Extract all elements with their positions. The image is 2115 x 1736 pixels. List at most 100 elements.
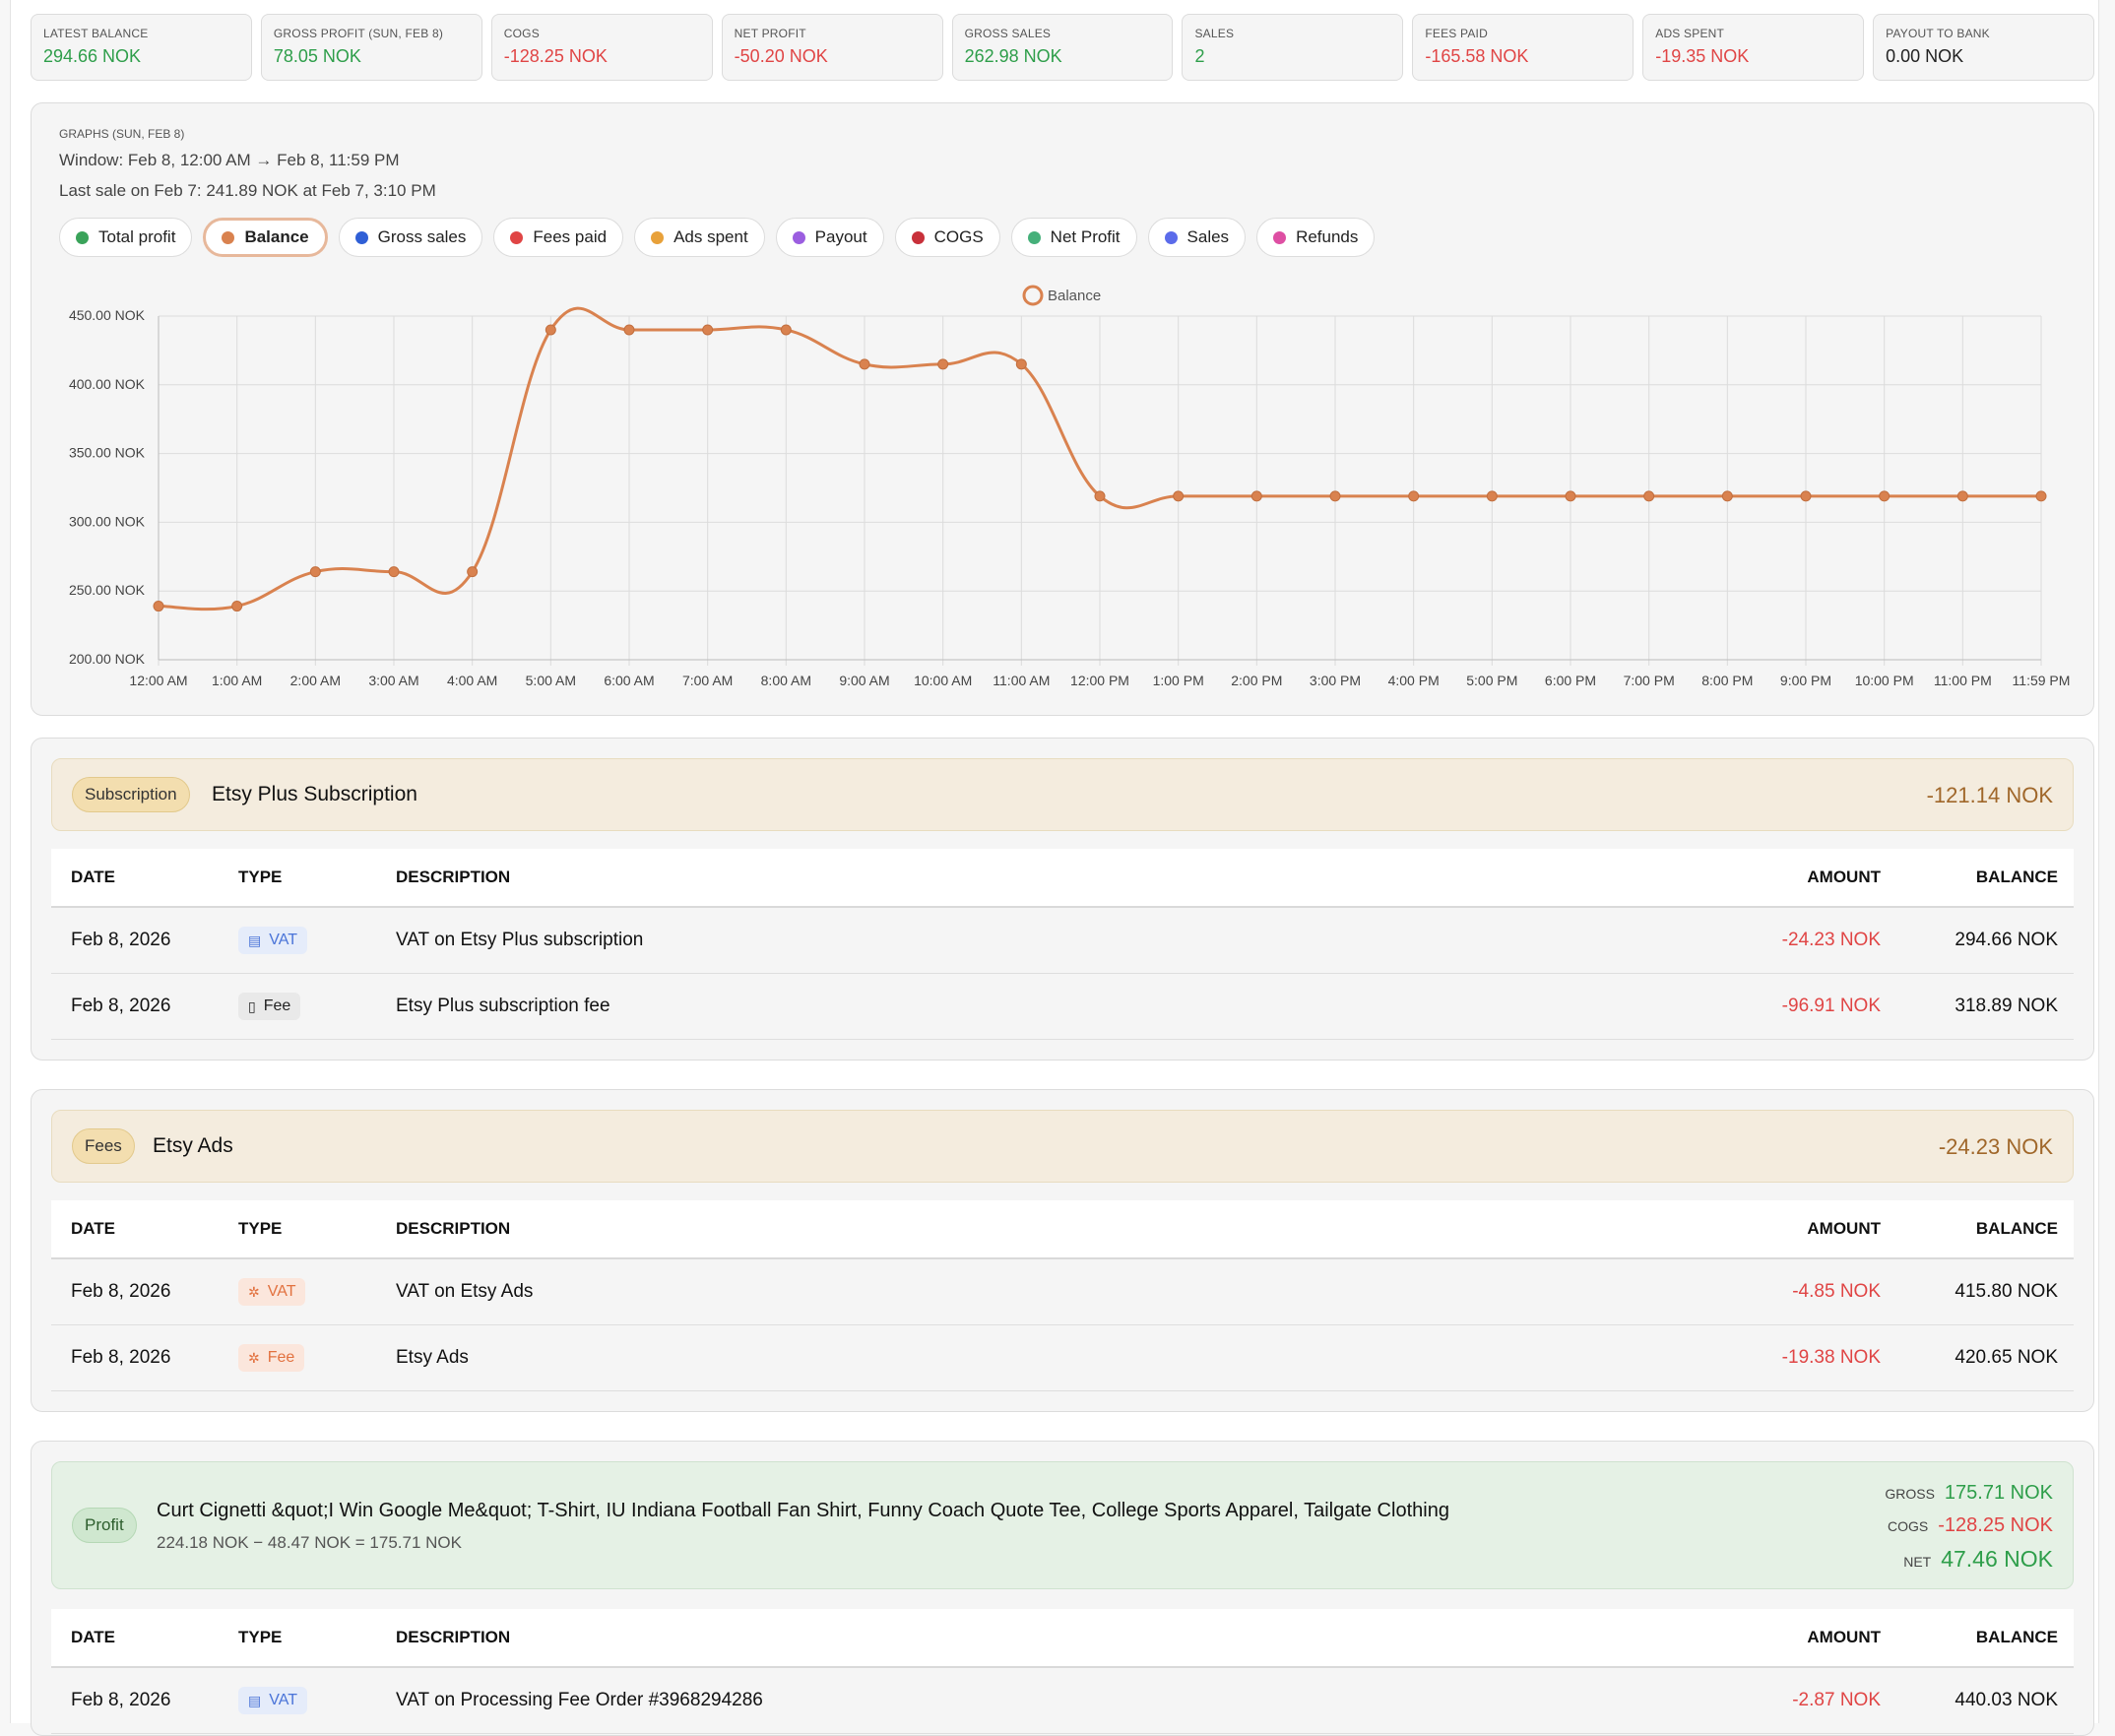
sparkle-icon: ✲ <box>248 1349 260 1366</box>
col-amount: AMOUNT <box>1644 849 1881 908</box>
stat-card-cogs: COGS -128.25 NOK <box>490 14 713 81</box>
dot-icon <box>354 230 368 244</box>
section-header: Subscription Etsy Plus Subscription -121… <box>51 758 2074 831</box>
toggle-total-profit[interactable]: Total profit <box>59 218 193 257</box>
type-label: Fee <box>263 997 291 1014</box>
toggle-cogs[interactable]: COGS <box>894 218 1000 257</box>
data-point <box>2035 490 2047 502</box>
net-summary: NET 47.46 NOK <box>1903 1546 2053 1573</box>
data-point <box>1879 490 1891 502</box>
stat-card-gross-sales: GROSS SALES 262.98 NOK <box>951 14 1174 81</box>
receipt-icon: ▤ <box>248 1692 262 1708</box>
table-row[interactable]: Feb 8, 2026 ▤ VAT VAT on Processing Fee O… <box>51 1667 2074 1734</box>
stat-card-net-profit: NET PROFIT -50.20 NOK <box>721 14 943 81</box>
stat-card-fees-paid: FEES PAID -165.58 NOK <box>1412 14 1634 81</box>
col-date: DATE <box>51 1200 238 1259</box>
y-tick-label: 400.00 NOK <box>69 376 146 392</box>
col-type: TYPE <box>238 849 396 908</box>
toggle-balance[interactable]: Balance <box>203 218 328 257</box>
page: LATEST BALANCE 294.66 NOK GROSS PROFIT (S… <box>10 0 2099 1736</box>
x-tick-label: 11:59 PM <box>2013 673 2071 688</box>
toggle-payout[interactable]: Payout <box>775 218 884 257</box>
row-amount: -19.38 NOK <box>1644 1324 1881 1391</box>
type-label: Fee <box>267 1349 295 1366</box>
table-row[interactable]: Feb 8, 2026 ✲ Fee Etsy Ads -19.38 NOK 420… <box>51 1324 2074 1391</box>
stat-card-ads-spent: ADS SPENT -19.35 NOK <box>1642 14 1865 81</box>
y-tick-label: 300.00 NOK <box>69 513 146 529</box>
table-row[interactable]: Feb 8, 2026 ▯ Fee Etsy Plus subscription … <box>51 973 2074 1040</box>
table-row[interactable]: Feb 8, 2026 ✲ VAT VAT on Etsy Ads -4.85 N… <box>51 1258 2074 1325</box>
toggle-sales[interactable]: Sales <box>1147 218 1247 257</box>
stat-label: FEES PAID <box>1425 27 1488 40</box>
toggle-gross-sales[interactable]: Gross sales <box>338 218 483 257</box>
data-point <box>937 358 949 370</box>
x-tick-label: 7:00 AM <box>682 673 733 688</box>
x-tick-label: 3:00 PM <box>1310 673 1361 688</box>
data-point <box>388 566 400 578</box>
cogs-summary: COGS -128.25 NOK <box>1888 1514 2053 1537</box>
section-header: Profit Curt Cignetti &quot;I Win Google … <box>51 1461 2074 1589</box>
data-point <box>545 324 556 336</box>
x-tick-label: 4:00 PM <box>1388 673 1440 688</box>
y-tick-label: 350.00 NOK <box>69 445 146 461</box>
col-type: TYPE <box>238 1609 396 1668</box>
type-label: VAT <box>269 1692 297 1708</box>
col-description: DESCRIPTION <box>396 1609 1644 1668</box>
section-subtitle: 224.18 NOK − 48.47 NOK = 175.71 NOK <box>157 1533 462 1552</box>
x-tick-label: 9:00 AM <box>839 673 889 688</box>
x-tick-label: 12:00 PM <box>1070 673 1129 688</box>
stat-value: 0.00 NOK <box>1886 46 1964 66</box>
x-tick-label: 1:00 AM <box>212 673 262 688</box>
data-point <box>702 324 714 336</box>
x-tick-label: 12:00 AM <box>129 673 187 688</box>
row-amount: -2.87 NOK <box>1644 1667 1881 1734</box>
data-point <box>1015 358 1027 370</box>
toggle-label: Sales <box>1186 227 1230 246</box>
x-tick-label: 1:00 PM <box>1153 673 1204 688</box>
row-amount: -4.85 NOK <box>1644 1258 1881 1325</box>
row-date: Feb 8, 2026 <box>51 907 238 974</box>
graph-window: Window: Feb 8, 12:00 AM → Feb 8, 11:59 P… <box>59 151 400 169</box>
dot-icon <box>76 230 89 244</box>
toggle-fees-paid[interactable]: Fees paid <box>493 218 624 257</box>
legend-label: Balance <box>1048 288 1101 304</box>
section-title: Etsy Plus Subscription <box>212 783 417 805</box>
stat-label: NET PROFIT <box>734 27 806 40</box>
y-tick-label: 200.00 NOK <box>69 651 146 667</box>
y-tick-label: 450.00 NOK <box>69 307 146 323</box>
data-point <box>231 601 243 612</box>
row-amount: -24.23 NOK <box>1644 907 1881 974</box>
gross-value: 175.71 NOK <box>1944 1482 2053 1504</box>
type-badge: ✲ Fee <box>238 1344 305 1372</box>
data-point <box>1250 490 1262 502</box>
category-badge: Subscription <box>72 777 190 812</box>
section-header: Fees Etsy Ads -24.23 NOK <box>51 1110 2074 1183</box>
table-row[interactable]: Feb 8, 2026 ▤ VAT VAT on Etsy Plus subscr… <box>51 907 2074 974</box>
stat-value: -19.35 NOK <box>1655 46 1750 66</box>
dot-icon <box>1027 230 1041 244</box>
x-tick-label: 7:00 PM <box>1624 673 1675 688</box>
dot-icon <box>1273 230 1287 244</box>
stat-value: 2 <box>1194 46 1205 66</box>
dot-icon <box>792 230 805 244</box>
stat-value: 294.66 NOK <box>43 46 142 66</box>
x-tick-label: 6:00 PM <box>1545 673 1596 688</box>
x-tick-label: 11:00 PM <box>1934 673 1992 688</box>
gross-summary: GROSS 175.71 NOK <box>1885 1482 2053 1505</box>
data-point <box>1329 490 1341 502</box>
stat-label: SALES <box>1194 27 1235 40</box>
row-balance: 420.65 NOK <box>1881 1324 2074 1391</box>
legend-marker <box>1022 285 1044 306</box>
net-value: 47.46 NOK <box>1941 1546 2053 1572</box>
toggle-net-profit[interactable]: Net Profit <box>1010 218 1137 257</box>
section-fees: Fees Etsy Ads -24.23 NOK DATE TYPE DESCR… <box>31 1089 2094 1412</box>
toggle-refunds[interactable]: Refunds <box>1256 218 1376 257</box>
data-point <box>153 601 164 612</box>
toggle-ads-spent[interactable]: Ads spent <box>634 218 765 257</box>
stats-row: LATEST BALANCE 294.66 NOK GROSS PROFIT (S… <box>31 14 2095 81</box>
section-subscription: Subscription Etsy Plus Subscription -121… <box>31 738 2094 1061</box>
row-balance: 294.66 NOK <box>1881 907 2074 974</box>
category-badge: Profit <box>72 1508 137 1543</box>
data-point <box>780 324 792 336</box>
data-point <box>1721 490 1733 502</box>
